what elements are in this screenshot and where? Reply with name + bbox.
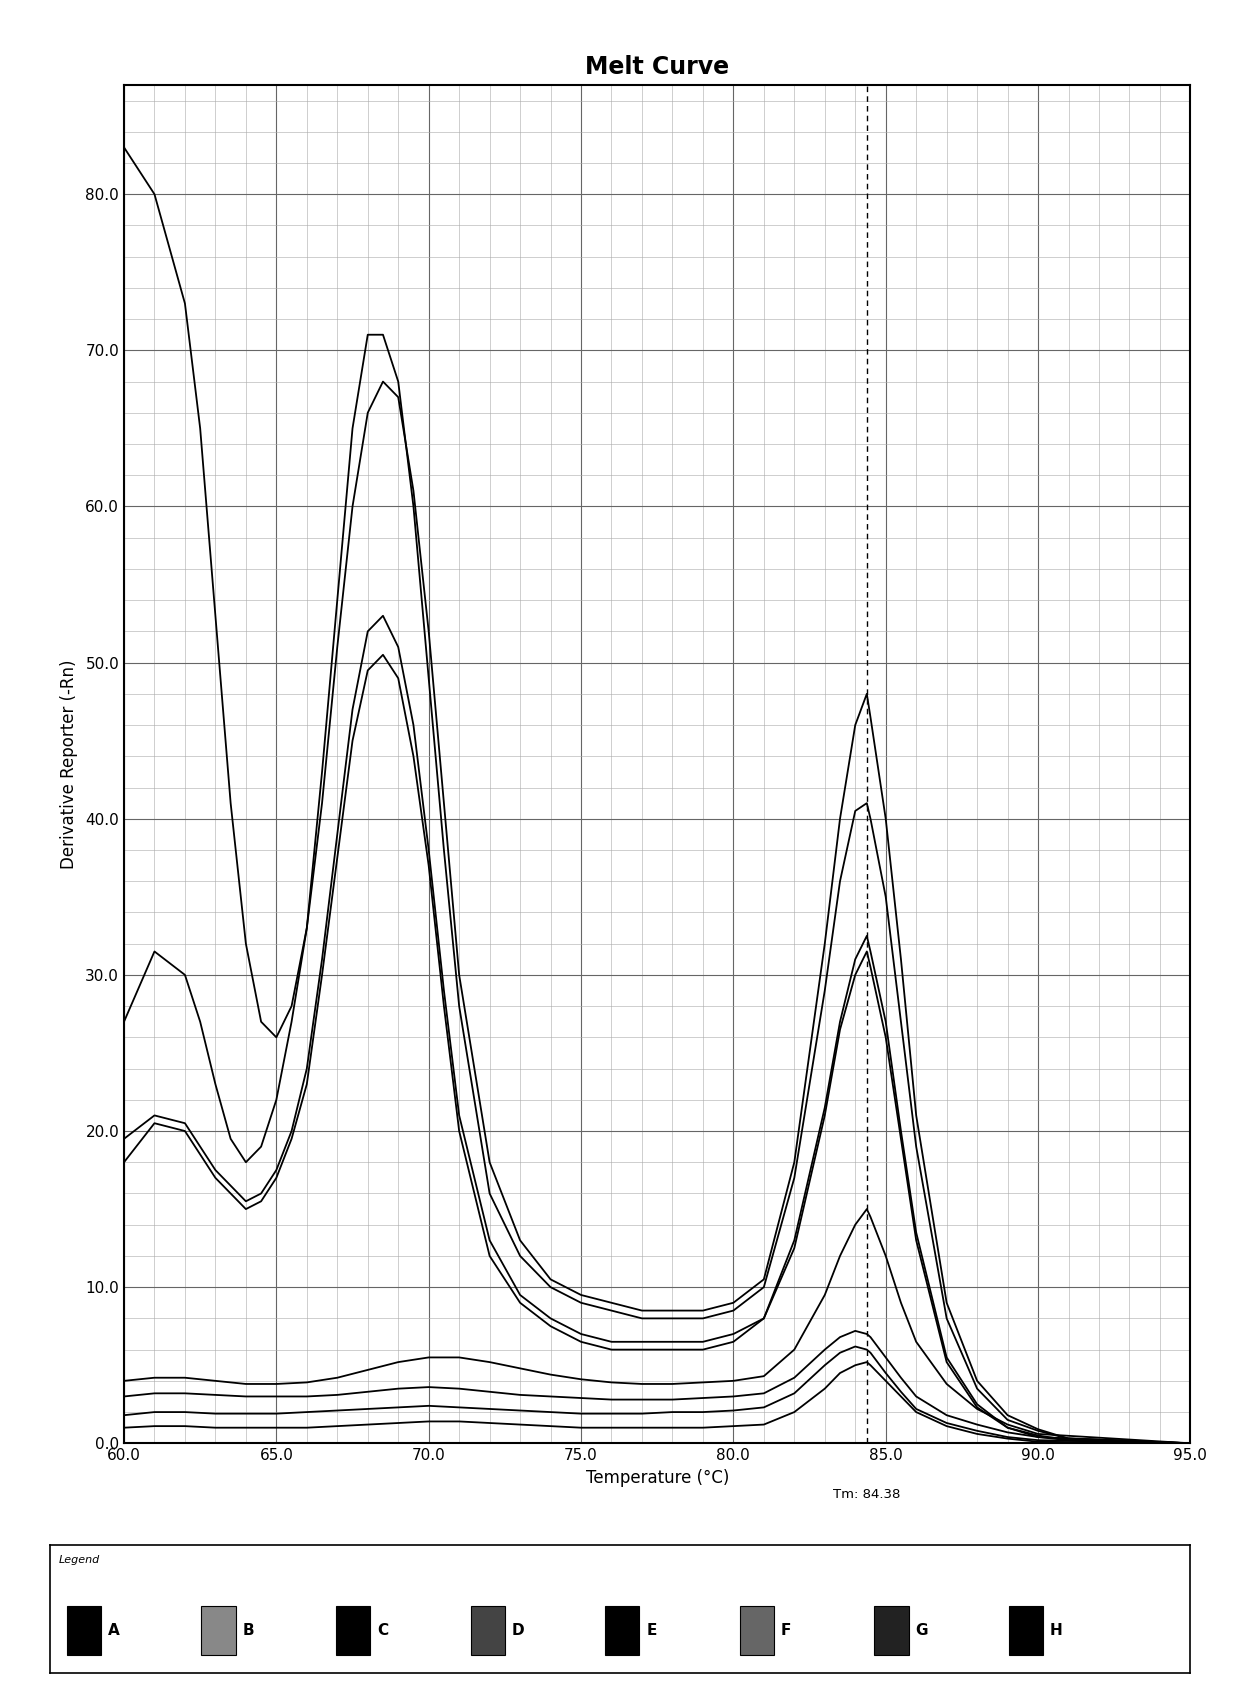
Text: A: A: [108, 1623, 119, 1639]
Bar: [67, 1606, 100, 1654]
Text: G: G: [915, 1623, 928, 1639]
Text: F: F: [781, 1623, 791, 1639]
Bar: [336, 1606, 371, 1654]
Text: B: B: [242, 1623, 254, 1639]
X-axis label: Temperature (°C): Temperature (°C): [585, 1469, 729, 1487]
Text: C: C: [377, 1623, 388, 1639]
Title: Melt Curve: Melt Curve: [585, 54, 729, 78]
Bar: [605, 1606, 640, 1654]
Text: E: E: [646, 1623, 657, 1639]
Text: Legend: Legend: [58, 1555, 100, 1566]
Text: D: D: [512, 1623, 525, 1639]
Bar: [740, 1606, 774, 1654]
Text: Tm: 84.38: Tm: 84.38: [833, 1487, 900, 1501]
Text: H: H: [1050, 1623, 1063, 1639]
Y-axis label: Derivative Reporter (-Rn): Derivative Reporter (-Rn): [61, 659, 78, 869]
Bar: [470, 1606, 505, 1654]
Bar: [201, 1606, 236, 1654]
Bar: [874, 1606, 909, 1654]
Bar: [1009, 1606, 1043, 1654]
